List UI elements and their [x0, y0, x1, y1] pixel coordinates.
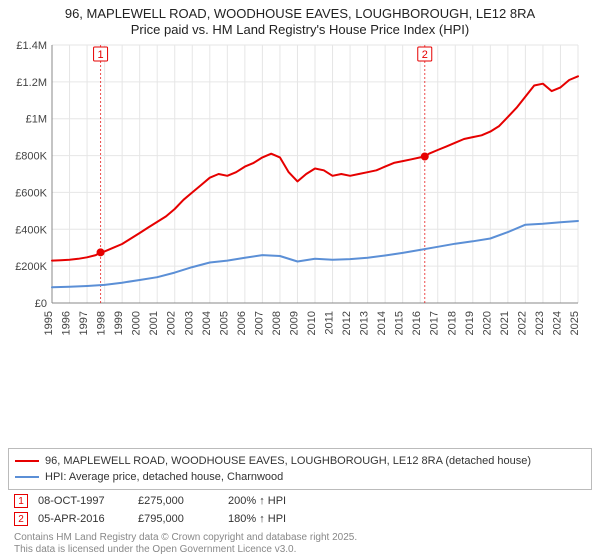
sale-row: 2 05-APR-2016£795,000180% ↑ HPI — [8, 512, 592, 526]
svg-text:2015: 2015 — [394, 311, 406, 335]
svg-text:1: 1 — [98, 49, 104, 61]
svg-text:2019: 2019 — [464, 311, 476, 335]
svg-text:2003: 2003 — [183, 311, 195, 335]
legend-label: 96, MAPLEWELL ROAD, WOODHOUSE EAVES, LOU… — [45, 453, 531, 469]
line-chart-svg: £0 £200K £400K £600K £800K £1M £1.2M £1.4M 1995 1… — [8, 41, 588, 351]
svg-text:2000: 2000 — [131, 311, 143, 335]
svg-text:£0: £0 — [35, 298, 47, 310]
svg-text:2008: 2008 — [271, 311, 283, 335]
legend-swatch — [15, 460, 39, 462]
legend: 96, MAPLEWELL ROAD, WOODHOUSE EAVES, LOU… — [8, 448, 592, 490]
title-line-2: Price paid vs. HM Land Registry's House … — [8, 22, 592, 37]
svg-text:£1M: £1M — [26, 114, 47, 126]
svg-text:£1.2M: £1.2M — [16, 77, 47, 89]
svg-text:2014: 2014 — [376, 311, 388, 335]
svg-text:2005: 2005 — [218, 311, 230, 335]
svg-text:£800K: £800K — [15, 151, 47, 163]
svg-text:2012: 2012 — [341, 311, 353, 335]
svg-text:2006: 2006 — [236, 311, 248, 335]
svg-text:2002: 2002 — [166, 311, 178, 335]
svg-text:2016: 2016 — [411, 311, 423, 335]
svg-text:2009: 2009 — [288, 311, 300, 335]
svg-text:£1.4M: £1.4M — [16, 41, 47, 52]
svg-text:2023: 2023 — [534, 311, 546, 335]
footer-line-1: Contains HM Land Registry data © Crown c… — [14, 532, 592, 544]
svg-text:2013: 2013 — [359, 311, 371, 335]
svg-text:£600K: £600K — [15, 187, 47, 199]
legend-label: HPI: Average price, detached house, Char… — [45, 469, 283, 485]
svg-text:1996: 1996 — [61, 311, 73, 335]
sale-price: £795,000 — [138, 513, 228, 525]
title-line-1: 96, MAPLEWELL ROAD, WOODHOUSE EAVES, LOU… — [8, 6, 592, 21]
svg-text:2025: 2025 — [569, 311, 581, 335]
svg-text:2024: 2024 — [551, 311, 563, 335]
sale-date: 08-OCT-1997 — [38, 495, 138, 507]
sale-row: 1 08-OCT-1997£275,000200% ↑ HPI — [8, 494, 592, 508]
svg-text:1997: 1997 — [78, 311, 90, 335]
legend-item: 96, MAPLEWELL ROAD, WOODHOUSE EAVES, LOU… — [15, 453, 585, 469]
chart-container: 96, MAPLEWELL ROAD, WOODHOUSE EAVES, LOU… — [0, 0, 600, 560]
svg-text:2001: 2001 — [148, 311, 160, 335]
legend-item: HPI: Average price, detached house, Char… — [15, 469, 585, 485]
sale-markers-list: 1 08-OCT-1997£275,000200% ↑ HPI 2 05-APR-20… — [8, 490, 592, 526]
svg-text:2: 2 — [422, 49, 428, 61]
sale-hpi: 180% ↑ HPI — [228, 513, 286, 525]
sale-badge: 2 — [14, 512, 28, 526]
svg-text:2007: 2007 — [253, 311, 265, 335]
svg-text:1995: 1995 — [43, 311, 55, 335]
svg-text:2017: 2017 — [429, 311, 441, 335]
title-block: 96, MAPLEWELL ROAD, WOODHOUSE EAVES, LOU… — [8, 6, 592, 37]
sale-hpi: 200% ↑ HPI — [228, 495, 286, 507]
svg-text:2010: 2010 — [306, 311, 318, 335]
footer-line-2: This data is licensed under the Open Gov… — [14, 544, 592, 556]
svg-text:2020: 2020 — [481, 311, 493, 335]
footer-attribution: Contains HM Land Registry data © Crown c… — [8, 532, 592, 556]
svg-text:2018: 2018 — [446, 311, 458, 335]
sale-price: £275,000 — [138, 495, 228, 507]
svg-text:2011: 2011 — [324, 311, 336, 335]
svg-text:2021: 2021 — [499, 311, 511, 335]
svg-text:£200K: £200K — [15, 261, 47, 273]
legend-swatch — [15, 476, 39, 478]
svg-text:1998: 1998 — [96, 311, 108, 335]
plot-area: £0 £200K £400K £600K £800K £1M £1.2M £1.4M 1995 1… — [8, 41, 592, 446]
svg-text:2004: 2004 — [201, 311, 213, 335]
sale-date: 05-APR-2016 — [38, 513, 138, 525]
svg-text:2022: 2022 — [516, 311, 528, 335]
svg-text:£400K: £400K — [15, 224, 47, 236]
sale-badge: 1 — [14, 494, 28, 508]
svg-text:1999: 1999 — [113, 311, 125, 335]
